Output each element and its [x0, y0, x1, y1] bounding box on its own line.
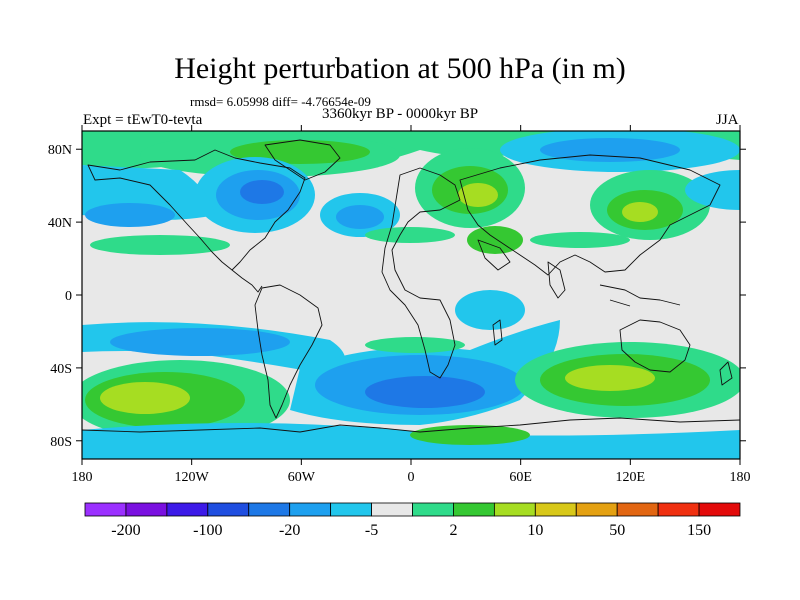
colorbar-swatch — [290, 503, 331, 516]
colorbar-label: 150 — [687, 522, 711, 539]
y-tick-label: 40N — [48, 216, 72, 231]
colorbar-label: -20 — [279, 522, 300, 539]
north-america-low-core — [240, 180, 284, 204]
colorbar-swatch — [126, 503, 167, 516]
x-tick-label: 120E — [616, 470, 646, 485]
height-field — [70, 128, 795, 459]
subtropic-green-atlantic — [365, 227, 455, 243]
north-atlantic-low-core — [336, 205, 384, 229]
subtropic-green-asia — [530, 232, 630, 248]
x-tick-label: 60E — [509, 470, 532, 485]
x-tick-label: 60W — [288, 470, 316, 485]
colorbar-swatch — [658, 503, 699, 516]
colorbar-swatch — [167, 503, 208, 516]
colorbar-label: -100 — [193, 522, 222, 539]
south-africa-low — [455, 290, 525, 330]
y-tick-label: 40S — [50, 362, 72, 377]
x-tick-label: 180 — [730, 470, 751, 485]
colorbar-label: -5 — [365, 522, 378, 539]
south-atlantic-low-core — [365, 376, 485, 408]
colorbar-label: 10 — [527, 522, 543, 539]
indian-ocean-high-core — [565, 365, 655, 391]
east-asia-high-core — [622, 202, 658, 222]
x-tick-label: 0 — [408, 470, 415, 485]
south-pacific-high-core — [100, 382, 190, 414]
colorbar-swatch — [208, 503, 249, 516]
colorbar-swatch — [331, 503, 372, 516]
x-tick-label: 120W — [175, 470, 210, 485]
south-atlantic-green-streak — [365, 337, 465, 353]
colorbar-swatch — [85, 503, 126, 516]
colorbar-label: 50 — [609, 522, 625, 539]
colorbar-swatch — [494, 503, 535, 516]
siberia-low-core — [540, 138, 680, 162]
colorbar-swatch — [617, 503, 658, 516]
colorbar-label: -200 — [111, 522, 140, 539]
colorbar-swatch — [699, 503, 740, 516]
x-tick-label: 180 — [72, 470, 93, 485]
colorbar-swatch — [249, 503, 290, 516]
subtropic-green-west — [90, 235, 230, 255]
colorbar-swatch — [372, 503, 413, 516]
colorbar-swatch — [413, 503, 454, 516]
north-pacific-low-core — [85, 203, 175, 227]
y-tick-label: 80S — [50, 435, 72, 450]
colorbar: -200 -100 -20 -5 2 10 50 150 — [85, 503, 740, 539]
colorbar-swatch — [576, 503, 617, 516]
middle-east-high — [467, 226, 523, 254]
south-pacific-low-core — [110, 328, 290, 356]
colorbar-label: 2 — [449, 522, 457, 539]
colorbar-swatch — [453, 503, 494, 516]
colorbar-swatch — [535, 503, 576, 516]
y-tick-label: 80N — [48, 143, 72, 158]
y-tick-label: 0 — [65, 289, 72, 304]
